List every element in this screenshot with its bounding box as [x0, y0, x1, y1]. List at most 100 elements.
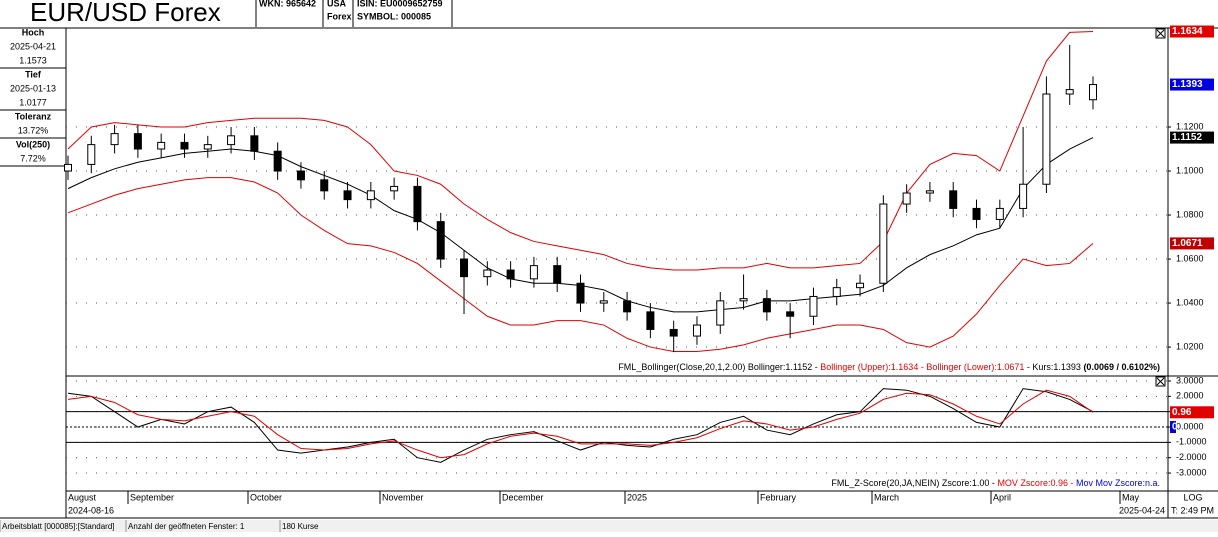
- sidebar-value: 2025-04-21: [10, 41, 56, 51]
- candle-body: [972, 207, 981, 220]
- candle-body: [483, 269, 492, 278]
- candle-body: [1019, 183, 1028, 209]
- candle-body: [366, 190, 375, 201]
- value-marker: [1170, 406, 1214, 419]
- value-marker-label: 0: [1172, 422, 1178, 433]
- close-button[interactable]: [1155, 28, 1166, 39]
- y-tick-label: 1.0600: [1176, 253, 1204, 263]
- candle-body: [716, 300, 725, 326]
- sidebar-label: Tief: [25, 69, 42, 79]
- status-bar: [0, 520, 1218, 532]
- sidebar-value: 7.72%: [20, 153, 46, 163]
- sidebar-value: 1.0177: [19, 97, 47, 107]
- market: Forex: [327, 11, 352, 21]
- status-field: Anzahl der geöffneten Fenster: 1: [128, 522, 245, 531]
- candle-body: [1042, 93, 1051, 185]
- legend-entry: (0.0069 / 0.6102%): [1083, 362, 1160, 372]
- value-marker: [1170, 421, 1176, 434]
- value-marker: [1170, 237, 1214, 250]
- date-start: 2024-08-16: [68, 505, 114, 515]
- y-tick-label: 1.0400: [1176, 297, 1204, 307]
- wkn: WKN: 965642: [259, 0, 316, 8]
- x-tick-label: 2025: [627, 492, 647, 502]
- legend-entry: - Kurs:1.1393: [1024, 362, 1083, 372]
- candle-body: [506, 269, 515, 280]
- y-tick-label: 2.0000: [1176, 391, 1204, 401]
- sidebar-value: 2025-01-13: [10, 83, 56, 93]
- time-label: T: 2:49 PM: [1171, 505, 1214, 515]
- sidebar-label: Hoch: [22, 27, 45, 37]
- candle-body: [460, 258, 469, 278]
- candle-body: [64, 163, 72, 172]
- y-tick-label: 1.1000: [1176, 165, 1204, 175]
- header-boxes: [255, 0, 453, 27]
- x-tick-label: December: [502, 492, 544, 502]
- candle-body: [553, 265, 562, 284]
- status-field: 180 Kurse: [282, 522, 319, 531]
- candle-body: [343, 190, 352, 201]
- candle-body: [902, 192, 911, 205]
- x-tick-label: October: [250, 492, 282, 502]
- symbol: SYMBOL: 000085: [357, 11, 431, 21]
- candle-body: [786, 311, 795, 317]
- candle-body: [623, 300, 632, 313]
- sidebar-label: Vol(250): [16, 139, 50, 149]
- legend-entry: Bollinger (Lower):1.0671: [926, 362, 1024, 372]
- candle-body: [227, 135, 236, 146]
- legend: FML_Bollinger(Close,20,1,2.00) Bollinger…: [618, 362, 1160, 372]
- candle-body: [87, 144, 96, 165]
- y-tick-label: 1.1200: [1176, 121, 1204, 131]
- candle-body: [832, 287, 841, 297]
- value-marker-label: 1.0671: [1172, 238, 1203, 249]
- y-tick-label: -1.0000: [1176, 437, 1207, 447]
- isin: ISIN: EU0009652759: [357, 0, 443, 8]
- y-tick-label: -2.0000: [1176, 452, 1207, 462]
- candle-body: [390, 185, 399, 192]
- legend-entry: Mov Mov Zscore:n.a.: [1076, 478, 1160, 488]
- candle-body: [413, 185, 422, 223]
- status-field: Arbeitsblatt [000085]:[Standard]: [2, 522, 115, 531]
- candle-body: [157, 141, 166, 150]
- candle-body: [762, 298, 771, 313]
- value-marker-label: 1.1152: [1172, 132, 1202, 143]
- y-tick-label: 0.0000: [1176, 421, 1204, 431]
- sidebar-label: Toleranz: [15, 111, 52, 121]
- value-marker: [1170, 25, 1214, 38]
- sidebar-value: 1.1573: [19, 55, 47, 65]
- candle-body: [1089, 84, 1097, 101]
- candle-body: [692, 324, 701, 337]
- x-tick-label: February: [760, 492, 797, 502]
- close-button[interactable]: [1155, 376, 1166, 387]
- legend-entry: FML_Z-Score(20,JA,NEIN) Zscore:1.00 -: [831, 478, 997, 488]
- candle-body: [879, 203, 888, 284]
- candle-body: [856, 282, 865, 289]
- series-line: [67, 389, 1094, 459]
- y-tick-label: -3.0000: [1176, 467, 1207, 477]
- candle-body: [296, 170, 305, 181]
- value-marker: [1170, 131, 1214, 144]
- candle-body: [180, 141, 189, 150]
- y-tick-label: 1.0200: [1176, 341, 1204, 351]
- candle-body: [1065, 89, 1074, 95]
- candle-body: [576, 282, 585, 304]
- sidebar-value: 13.72%: [18, 125, 49, 135]
- candle-body: [995, 207, 1004, 220]
- candle-body: [949, 190, 958, 209]
- value-marker-label: 1.1393: [1172, 79, 1203, 90]
- series-line: [67, 31, 1094, 271]
- candle-body: [436, 221, 445, 260]
- x-tick-label: August: [68, 492, 97, 502]
- scale-label: LOG: [1183, 492, 1202, 502]
- candle-body: [273, 150, 282, 172]
- legend-entry: Bollinger (Upper):1.1634 -: [820, 362, 926, 372]
- date-end: 2025-04-24: [1119, 505, 1165, 515]
- candle-body: [646, 311, 655, 330]
- x-tick-label: March: [874, 492, 899, 502]
- value-marker: [1170, 78, 1214, 91]
- candle-body: [133, 133, 142, 150]
- country: USA: [327, 0, 347, 8]
- legend: FML_Z-Score(20,JA,NEIN) Zscore:1.00 - MO…: [831, 478, 1160, 488]
- legend-entry: MOV Zscore:0.96 -: [997, 478, 1076, 488]
